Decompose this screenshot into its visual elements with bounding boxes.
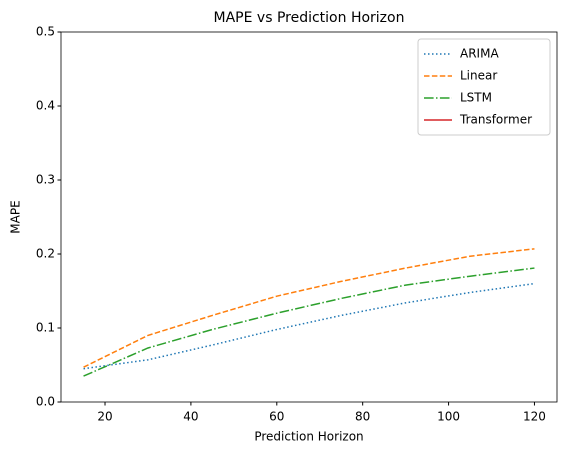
chart-title: MAPE vs Prediction Horizon	[214, 10, 405, 26]
legend-label: ARIMA	[460, 47, 499, 61]
x-tick-label: 120	[523, 410, 546, 424]
x-tick-label: 40	[183, 410, 198, 424]
y-tick-label: 0.5	[36, 25, 55, 39]
y-tick-label: 0.4	[36, 99, 55, 113]
x-tick-label: 80	[355, 410, 370, 424]
series-line	[83, 282, 535, 370]
x-tick-label: 60	[269, 410, 284, 424]
legend-label: Transformer	[459, 113, 532, 127]
legend-label: LSTM	[460, 91, 492, 105]
x-tick-label: 100	[437, 410, 460, 424]
y-tick-label: 0.1	[36, 321, 55, 335]
x-tick-label: 20	[97, 410, 112, 424]
legend-label: Linear	[460, 69, 497, 83]
plot-frame	[60, 31, 558, 403]
x-axis-label: Prediction Horizon	[254, 430, 363, 444]
y-tick-label: 0.3	[36, 173, 55, 187]
series-line	[83, 248, 535, 368]
y-tick-label: 0.0	[36, 395, 55, 409]
y-tick-label: 0.2	[36, 247, 55, 261]
legend-box	[417, 38, 551, 136]
series-line	[83, 267, 535, 377]
y-axis-label: MAPE	[9, 200, 23, 233]
